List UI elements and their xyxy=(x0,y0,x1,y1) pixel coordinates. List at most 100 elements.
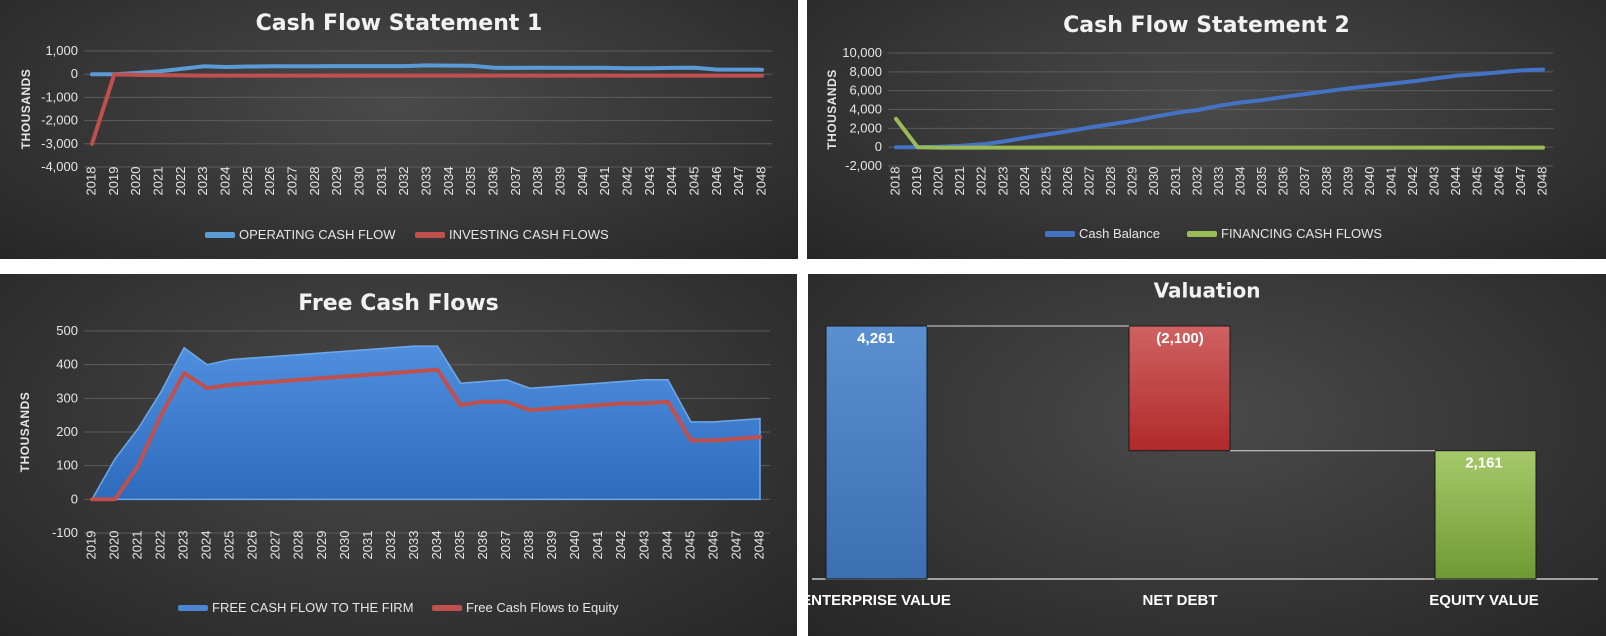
data-point xyxy=(368,349,369,350)
x-tick-label: 2031 xyxy=(374,167,389,196)
data-point xyxy=(575,406,576,407)
data-point xyxy=(345,351,346,352)
data-point xyxy=(605,75,606,76)
data-point xyxy=(359,75,360,76)
data-point xyxy=(1391,147,1392,148)
data-point xyxy=(672,67,673,68)
x-tick-label: 2029 xyxy=(329,167,344,196)
data-point xyxy=(382,75,383,76)
data-point xyxy=(1046,147,1047,148)
x-tick-label: 2040 xyxy=(1362,167,1377,196)
bar-enterprise-value xyxy=(825,325,928,580)
data-point xyxy=(449,65,450,66)
x-tick-label: 2024 xyxy=(1017,167,1032,196)
data-point xyxy=(1176,112,1177,113)
legend-swatch xyxy=(178,605,208,611)
data-point xyxy=(560,67,561,68)
data-point xyxy=(1327,91,1328,92)
y-axis-label: THOUSANDS xyxy=(19,69,33,150)
data-point xyxy=(1499,72,1500,73)
x-tick-label: 2025 xyxy=(1038,167,1053,196)
data-point xyxy=(1111,147,1112,148)
data-point xyxy=(437,346,438,347)
chart-panel-cash-flow-statement-1: Cash Flow Statement 1 THOUSANDS -4,000 -3,0… xyxy=(0,0,798,259)
data-point xyxy=(207,388,208,389)
data-point xyxy=(404,65,405,66)
chart-panel-free-cash-flows: Free Cash Flows THOUSANDS -100 0 100 200 300 40… xyxy=(0,274,797,636)
data-point xyxy=(1090,127,1091,128)
y-tick-label: 6,000 xyxy=(849,83,882,98)
legend-label: INVESTING CASH FLOWS xyxy=(449,227,609,242)
data-point xyxy=(114,499,115,500)
data-point xyxy=(203,75,204,76)
data-point xyxy=(460,404,461,405)
data-point xyxy=(1068,147,1069,148)
x-tick-label: 2046 xyxy=(709,167,724,196)
data-point xyxy=(1176,147,1177,148)
x-tick-label: 2030 xyxy=(337,531,352,560)
x-tick-label: 2033 xyxy=(406,531,421,560)
x-tick-label: 2046 xyxy=(705,531,720,560)
category-label: NET DEBT xyxy=(1143,592,1218,609)
data-point xyxy=(644,403,645,404)
x-tick-label: 2042 xyxy=(1405,167,1420,196)
x-tick-label: 2026 xyxy=(262,167,277,196)
data-point xyxy=(493,75,494,76)
series-line-free-cash-flows-to-equity xyxy=(90,367,762,502)
data-point xyxy=(761,69,762,70)
data-point xyxy=(382,65,383,66)
chart-title: Valuation xyxy=(1154,279,1261,303)
x-tick-label: 2042 xyxy=(619,167,634,196)
chart-panel-valuation: Valuation 4,261 ENTERPRISE VALUE (2,100) NET… xyxy=(808,274,1606,636)
y-tick-label: -100 xyxy=(52,525,78,540)
data-point xyxy=(1262,99,1263,100)
x-tick-label: 2028 xyxy=(291,531,306,560)
category-label: ENTERPRISE VALUE xyxy=(808,592,951,609)
x-tick-label: 2041 xyxy=(597,167,612,196)
data-point xyxy=(1240,102,1241,103)
data-point xyxy=(368,374,369,375)
y-tick-label: 1,000 xyxy=(45,43,78,58)
data-point xyxy=(506,401,507,402)
x-tick-label: 2026 xyxy=(245,531,260,560)
data-point xyxy=(1542,69,1543,70)
data-point xyxy=(560,75,561,76)
x-tick-label: 2021 xyxy=(130,531,145,560)
data-point xyxy=(1284,96,1285,97)
data-point xyxy=(391,347,392,348)
x-tick-label: 2039 xyxy=(552,167,567,196)
x-tick-label: 2023 xyxy=(995,167,1010,196)
x-tick-label: 2032 xyxy=(1189,167,1204,196)
data-point xyxy=(137,428,138,429)
data-label: (2,100) xyxy=(1156,330,1204,347)
chart-title: Cash Flow Statement 1 xyxy=(256,11,543,36)
category-label: EQUITY VALUE xyxy=(1429,592,1538,609)
x-tick-label: 2021 xyxy=(952,167,967,196)
data-point xyxy=(91,143,92,144)
data-point xyxy=(506,379,507,380)
data-point xyxy=(759,436,760,437)
x-tick-label: 2048 xyxy=(753,167,768,196)
data-point xyxy=(91,74,92,75)
x-tick-label: 2034 xyxy=(429,531,444,560)
data-point xyxy=(672,75,673,76)
x-tick-label: 2025 xyxy=(240,167,255,196)
data-point xyxy=(1413,81,1414,82)
data-point xyxy=(1521,147,1522,148)
data-point xyxy=(1133,147,1134,148)
x-tick-label: 2037 xyxy=(498,531,513,560)
data-point xyxy=(1305,93,1306,94)
data-point xyxy=(471,65,472,66)
legend-label: FREE CASH FLOW TO THE FIRM xyxy=(212,600,414,615)
y-tick-label: 10,000 xyxy=(842,45,882,60)
data-point xyxy=(1154,147,1155,148)
data-point xyxy=(627,68,628,69)
data-point xyxy=(1090,147,1091,148)
data-point xyxy=(248,75,249,76)
data-point xyxy=(717,75,718,76)
data-point xyxy=(184,372,185,373)
x-tick-label: 2038 xyxy=(521,531,536,560)
data-point xyxy=(538,75,539,76)
data-point xyxy=(322,378,323,379)
data-point xyxy=(1133,120,1134,121)
